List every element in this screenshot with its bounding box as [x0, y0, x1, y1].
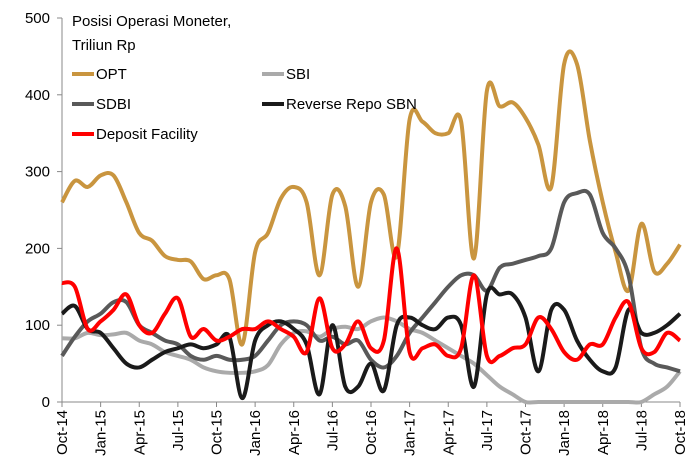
- y-tick-label: 200: [25, 240, 50, 257]
- legend-label: SBI: [286, 66, 310, 83]
- line-series: [61, 246, 682, 365]
- legend-label: Reverse Repo SBN: [286, 96, 417, 113]
- x-tick-label: Apr-18: [595, 410, 612, 455]
- line-series: [60, 285, 682, 401]
- x-tick-label: Jan-18: [556, 410, 573, 456]
- legend-label: Deposit Facility: [96, 126, 198, 143]
- y-tick-label: 500: [25, 10, 50, 27]
- x-tick-label: Oct-14: [54, 410, 71, 455]
- y-tick-label: 300: [25, 164, 50, 181]
- x-tick-label: Apr-17: [440, 410, 457, 455]
- x-tick-label: Jul-16: [324, 410, 341, 451]
- line-series: [60, 188, 681, 374]
- x-tick-label: Jan-15: [93, 410, 110, 456]
- x-tick-label: Apr-15: [131, 410, 148, 455]
- legend-label: OPT: [96, 66, 127, 83]
- y-tick-label: 0: [42, 394, 50, 411]
- x-tick-label: Jul-15: [170, 410, 187, 451]
- legend-label: SDBI: [96, 96, 131, 113]
- x-tick-label: Jul-18: [633, 410, 650, 451]
- x-tick-label: Apr-16: [286, 410, 303, 455]
- x-tick-label: Jul-17: [479, 410, 496, 451]
- x-tick-label: Jan-16: [247, 410, 264, 456]
- x-tick-label: Oct-15: [209, 410, 226, 455]
- y-tick-label: 100: [25, 317, 50, 334]
- y-tick-label: 400: [25, 87, 50, 104]
- x-tick-label: Oct-17: [518, 410, 535, 455]
- x-tick-label: Oct-16: [363, 410, 380, 455]
- line-series: [60, 49, 682, 347]
- x-tick-label: Oct-18: [672, 410, 689, 455]
- chart-title: Posisi Operasi Moneter,: [72, 13, 231, 30]
- x-tick-label: Jan-17: [402, 410, 419, 456]
- chart-subtitle: Triliun Rp: [72, 37, 136, 54]
